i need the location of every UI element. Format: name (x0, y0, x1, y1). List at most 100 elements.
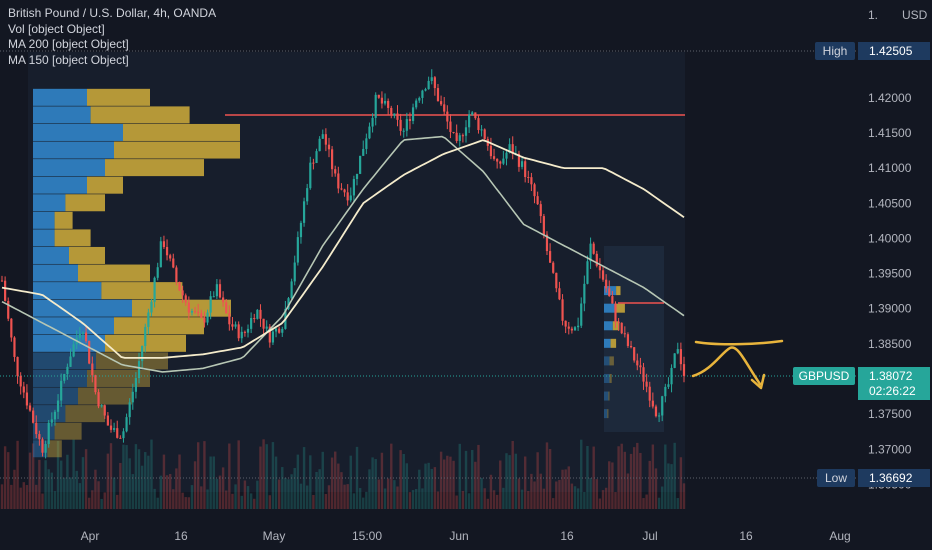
candle-body (383, 100, 387, 104)
candle-body (496, 158, 499, 162)
candle-body (368, 126, 371, 139)
candle-body (449, 121, 452, 132)
volume-bar (253, 498, 256, 509)
candle-body (673, 353, 676, 368)
candle-body (172, 258, 175, 268)
volume-bar (63, 477, 66, 509)
candle-body (374, 94, 377, 118)
candle-body (106, 415, 109, 426)
projection-upper-stroke[interactable] (694, 339, 784, 346)
volume-bar (268, 495, 272, 509)
volume-bar (645, 494, 648, 509)
volume-bar (128, 458, 131, 509)
candle-body (53, 411, 57, 420)
volume-bar (520, 489, 524, 509)
profile-row-sell (54, 229, 91, 247)
legend-volume[interactable]: Vol [object Object] (8, 21, 105, 36)
volume-bar (679, 457, 683, 509)
candle-body (262, 318, 265, 329)
volume-bar (284, 477, 287, 509)
volume-bar (218, 475, 222, 509)
profile-row-buy (33, 317, 114, 335)
volume-bar (467, 493, 471, 509)
candle-body (13, 337, 16, 357)
candle-body (601, 270, 605, 280)
ma200-line[interactable] (1, 139, 685, 359)
volume-bar (592, 446, 595, 509)
volume-bar (608, 461, 611, 509)
volume-bar (427, 462, 430, 509)
volume-bar (274, 456, 278, 509)
volume-bar (249, 493, 253, 509)
volume-bar (642, 498, 645, 509)
y-tick-label: 1.42000 (868, 91, 912, 105)
volume-bar (187, 497, 191, 509)
volume-bar (334, 451, 337, 509)
volume-bar (87, 497, 91, 509)
volume-bar (362, 497, 365, 509)
volume-bar (673, 442, 676, 509)
volume-bar (499, 460, 502, 509)
volume-bar (495, 494, 499, 509)
projection-arrow-stroke[interactable] (691, 346, 762, 386)
volume-bar (78, 483, 82, 509)
candle-body (69, 356, 72, 367)
volume-bar (13, 469, 16, 509)
volume-bar (162, 454, 166, 509)
symbol-label: GBPUSD (799, 369, 850, 383)
candle-body (231, 324, 234, 327)
volume-bar (203, 441, 206, 509)
candle-body (577, 325, 580, 328)
candle-body (271, 331, 275, 343)
volume-bar (368, 469, 371, 509)
candle-body (253, 317, 256, 319)
volume-bar (523, 456, 527, 509)
volume-bar (109, 443, 113, 509)
volume-bar (443, 459, 446, 509)
candle-body (436, 88, 440, 102)
volume-bar (626, 473, 630, 509)
profile-row-buy (33, 264, 78, 282)
candle-body (159, 241, 162, 268)
candle-body (664, 386, 667, 397)
high-marker: High 1.42505 (815, 42, 930, 60)
volume-bar (629, 453, 633, 509)
axis-top-value: 1. (868, 8, 878, 22)
volume-bar (97, 481, 100, 509)
candle-body (455, 132, 458, 141)
candle-body (371, 117, 374, 127)
candle-body (545, 234, 549, 252)
candle-body (119, 437, 122, 439)
candle-body (274, 328, 278, 332)
volume-bar (153, 488, 156, 509)
candle-body (293, 262, 296, 282)
volume-bar (277, 479, 281, 509)
time-axis[interactable]: Apr 16 May 15:00 Jun 16 Jul 16 Aug (81, 529, 851, 543)
volume-bar (471, 450, 474, 509)
volume-bar (349, 455, 352, 509)
volume-bar (312, 494, 315, 509)
volume-bar (84, 449, 88, 509)
ma150-line[interactable] (1, 135, 685, 373)
profile-row-sell (54, 211, 73, 229)
legend-ma150[interactable]: MA 150 [object Object] (8, 52, 129, 67)
legend-ma200[interactable]: MA 200 [object Object] (8, 37, 129, 51)
candle-body (583, 283, 586, 304)
volume-bar (66, 454, 69, 509)
volume-bar (436, 491, 440, 509)
legend-symbol[interactable]: British Pound / U.S. Dollar, 4h, OANDA (8, 6, 217, 20)
candle-body (377, 94, 380, 98)
volume-bar (614, 492, 617, 509)
candle-body (411, 107, 415, 121)
candle-body (315, 151, 318, 164)
volume-bar (533, 481, 536, 509)
candle-body (614, 303, 617, 323)
profile-row-sell (132, 299, 231, 317)
candle-body (324, 134, 327, 145)
candle-body (209, 296, 212, 313)
y-tick-label: 1.37000 (868, 442, 912, 456)
candle-body (564, 320, 567, 327)
volume-bar (119, 462, 122, 509)
profile-row-sell (87, 88, 150, 106)
